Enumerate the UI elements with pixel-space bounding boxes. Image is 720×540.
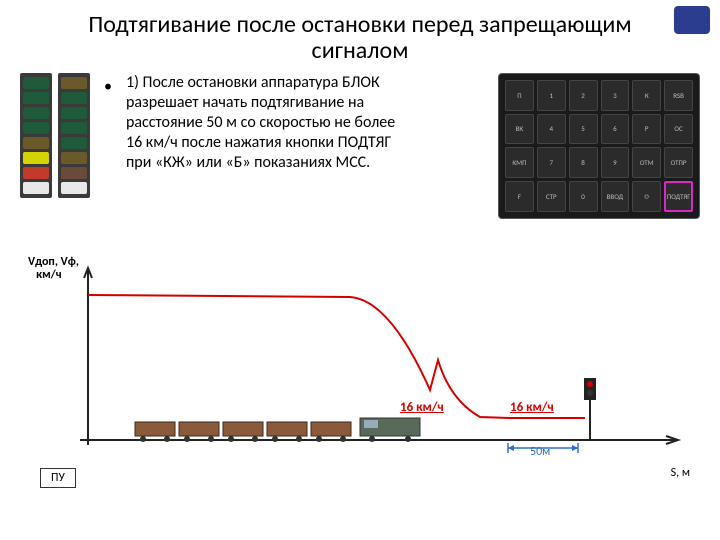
speed-chart: Vдоп, Vф, км/ч S, м ПУ 16 км/ч 16 км/ч 5… xyxy=(30,260,690,500)
key-5[interactable]: 5 xyxy=(569,114,598,145)
speed-label-1: 16 км/ч xyxy=(400,400,444,415)
signal-segment xyxy=(23,167,49,179)
key-кмп[interactable]: КМП xyxy=(505,147,534,178)
signal-segment xyxy=(23,107,49,119)
key-9[interactable]: 9 xyxy=(601,147,630,178)
signal-segment xyxy=(61,182,87,194)
keypad: П123КRSB ВК456РОС КМП789ОТМОТПР FСТР0ВВОД☼П… xyxy=(498,73,700,219)
key-6[interactable]: 6 xyxy=(601,114,630,145)
x-axis-label: S, м xyxy=(671,466,690,480)
description-text: 1) После остановки аппаратура БЛОК разре… xyxy=(126,73,406,173)
signal-segment xyxy=(61,92,87,104)
key-☼[interactable]: ☼ xyxy=(632,181,661,212)
key-0[interactable]: 0 xyxy=(569,181,598,212)
key-3[interactable]: 3 xyxy=(601,80,630,111)
signal-segment xyxy=(23,92,49,104)
key-8[interactable]: 8 xyxy=(569,147,598,178)
key-ос[interactable]: ОС xyxy=(664,114,693,145)
key-rsb[interactable]: RSB xyxy=(664,80,693,111)
signal-segment xyxy=(23,77,49,89)
signal-segment xyxy=(23,152,49,164)
key-4[interactable]: 4 xyxy=(537,114,566,145)
distance-label: 50м xyxy=(530,445,550,459)
signal-segment xyxy=(61,107,87,119)
key-f[interactable]: F xyxy=(505,181,534,212)
key-отпр[interactable]: ОТПР xyxy=(664,147,693,178)
signal-segment xyxy=(61,122,87,134)
page-title: Подтягивание после остановки перед запре… xyxy=(0,0,720,73)
signal-strip-2 xyxy=(58,73,90,198)
key-к[interactable]: К xyxy=(632,80,661,111)
signal-segment xyxy=(23,137,49,149)
signal-segment xyxy=(61,137,87,149)
signal-segment xyxy=(61,167,87,179)
signal-segment xyxy=(61,152,87,164)
bullet: • xyxy=(104,77,112,96)
key-2[interactable]: 2 xyxy=(569,80,598,111)
chart-svg xyxy=(30,260,690,490)
signal-segment xyxy=(61,77,87,89)
key-р[interactable]: Р xyxy=(632,114,661,145)
y-axis-label: Vдоп, Vф, км/ч xyxy=(28,256,88,282)
key-отм[interactable]: ОТМ xyxy=(632,147,661,178)
key-вк[interactable]: ВК xyxy=(505,114,534,145)
key-п[interactable]: П xyxy=(505,80,534,111)
key-1[interactable]: 1 xyxy=(537,80,566,111)
content-row: • 1) После остановки аппаратура БЛОК раз… xyxy=(0,73,720,219)
corner-badge xyxy=(674,6,710,34)
signal-strips xyxy=(20,73,90,198)
key-7[interactable]: 7 xyxy=(537,147,566,178)
signal-strip-1 xyxy=(20,73,52,198)
key-подтяг[interactable]: ПОДТЯГ xyxy=(664,181,693,212)
pu-box: ПУ xyxy=(40,468,76,488)
key-стр[interactable]: СТР xyxy=(537,181,566,212)
signal-segment xyxy=(23,122,49,134)
key-ввод[interactable]: ВВОД xyxy=(601,181,630,212)
signal-segment xyxy=(23,182,49,194)
speed-label-2: 16 км/ч xyxy=(510,400,554,415)
